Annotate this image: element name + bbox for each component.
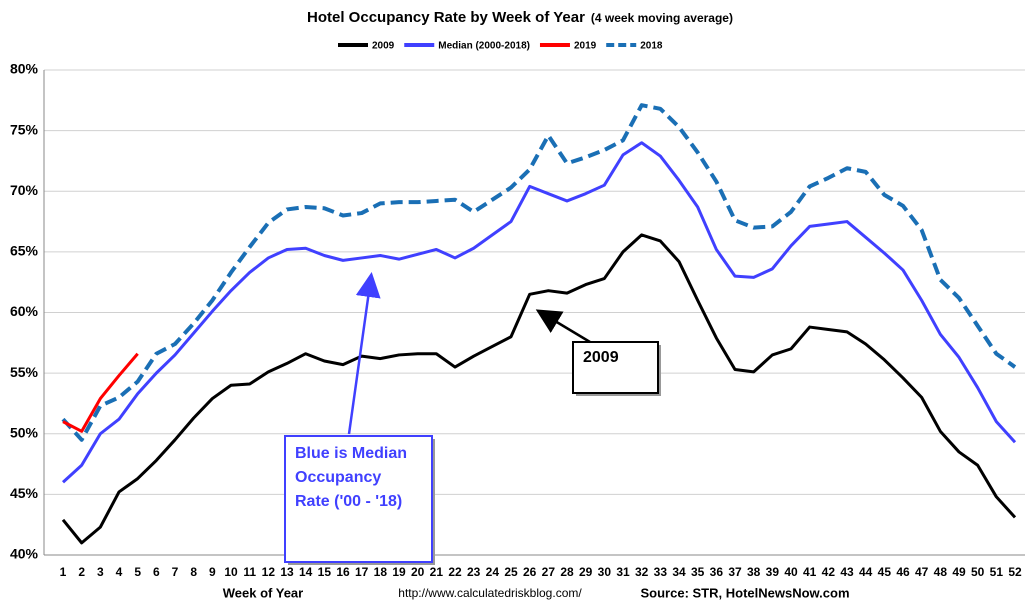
series-line [61,103,1017,442]
x-tick-label: 20 [411,565,425,579]
legend-label: 2019 [574,41,597,52]
x-tick-label: 17 [355,565,369,579]
x-tick-label: 37 [728,565,742,579]
annotation-text: Rate ('00 - '18) [295,493,402,510]
y-tick-label: 60% [10,303,39,319]
x-tick-label: 25 [504,565,518,579]
x-tick-label: 8 [190,565,197,579]
x-tick-label: 32 [635,565,649,579]
x-tick-label: 44 [859,565,873,579]
annotation-box [572,341,659,394]
x-tick-label: 52 [1008,565,1022,579]
x-axis-label: Week of Year [223,585,303,600]
x-tick-label: 21 [430,565,444,579]
series-line [61,141,1017,484]
source: Source: STR, HotelNewsNow.com [641,585,850,600]
annotation-text: 2009 [583,349,619,366]
x-tick-label: 40 [784,565,798,579]
x-tick-label: 26 [523,565,537,579]
x-tick-label: 31 [616,565,630,579]
x-tick-label: 6 [153,565,160,579]
y-tick-label: 65% [10,243,39,259]
y-tick-label: 80% [10,61,39,77]
x-tick-label: 29 [579,565,593,579]
y-tick-label: 45% [10,485,39,501]
chart-subtitle: (4 week moving average) [591,11,733,25]
y-tick-label: 75% [10,121,39,137]
x-tick-label: 34 [672,565,686,579]
x-tick-label: 43 [840,565,854,579]
x-tick-label: 5 [134,565,141,579]
x-tick-label: 12 [262,565,276,579]
series-line [61,233,1017,545]
y-tick-label: 40% [10,546,39,562]
x-tick-label: 24 [486,565,500,579]
annotation-arrow [347,272,381,435]
x-tick-label: 28 [560,565,574,579]
x-tick-label: 39 [766,565,780,579]
x-tick-label: 41 [803,565,817,579]
x-tick-label: 45 [878,565,892,579]
x-tick-label: 11 [243,565,256,579]
x-tick-label: 14 [299,565,313,579]
x-tick-label: 36 [710,565,724,579]
x-tick-label: 7 [172,565,179,579]
x-tick-label: 51 [990,565,1004,579]
x-tick-label: 18 [374,565,388,579]
x-tick-label: 46 [896,565,910,579]
x-tick-label: 38 [747,565,761,579]
y-tick-label: 50% [10,424,39,440]
y-tick-label: 55% [10,364,39,380]
x-tick-label: 49 [952,565,966,579]
x-tick-label: 4 [116,565,123,579]
x-tick-label: 23 [467,565,481,579]
x-tick-label: 50 [971,565,985,579]
annotation-text: Blue is Median [295,445,407,462]
x-tick-label: 13 [280,565,294,579]
x-tick-label: 27 [542,565,556,579]
x-tick-label: 2 [78,565,85,579]
x-tick-label: 30 [598,565,612,579]
x-tick-label: 1 [60,565,67,579]
y-tick-label: 70% [10,182,39,198]
legend-label: Median (2000-2018) [438,41,530,52]
x-tick-label: 48 [934,565,948,579]
annotation-box [284,435,433,563]
x-tick-label: 42 [822,565,836,579]
series-line [62,352,139,433]
x-tick-label: 3 [97,565,104,579]
x-tick-label: 35 [691,565,705,579]
x-tick-label: 22 [448,565,462,579]
chart-title: Hotel Occupancy Rate by Week of Year [307,9,585,26]
legend-label: 2009 [372,41,395,52]
url: http://www.calculatedriskblog.com/ [398,586,582,600]
x-tick-label: 33 [654,565,668,579]
x-tick-label: 19 [392,565,406,579]
x-tick-label: 10 [224,565,238,579]
legend-label: 2018 [640,41,663,52]
x-tick-label: 15 [318,565,332,579]
x-tick-label: 16 [336,565,350,579]
x-tick-label: 9 [209,565,216,579]
annotation-text: Occupancy [295,469,381,486]
annotation-arrow [535,309,591,344]
x-tick-label: 47 [915,565,929,579]
